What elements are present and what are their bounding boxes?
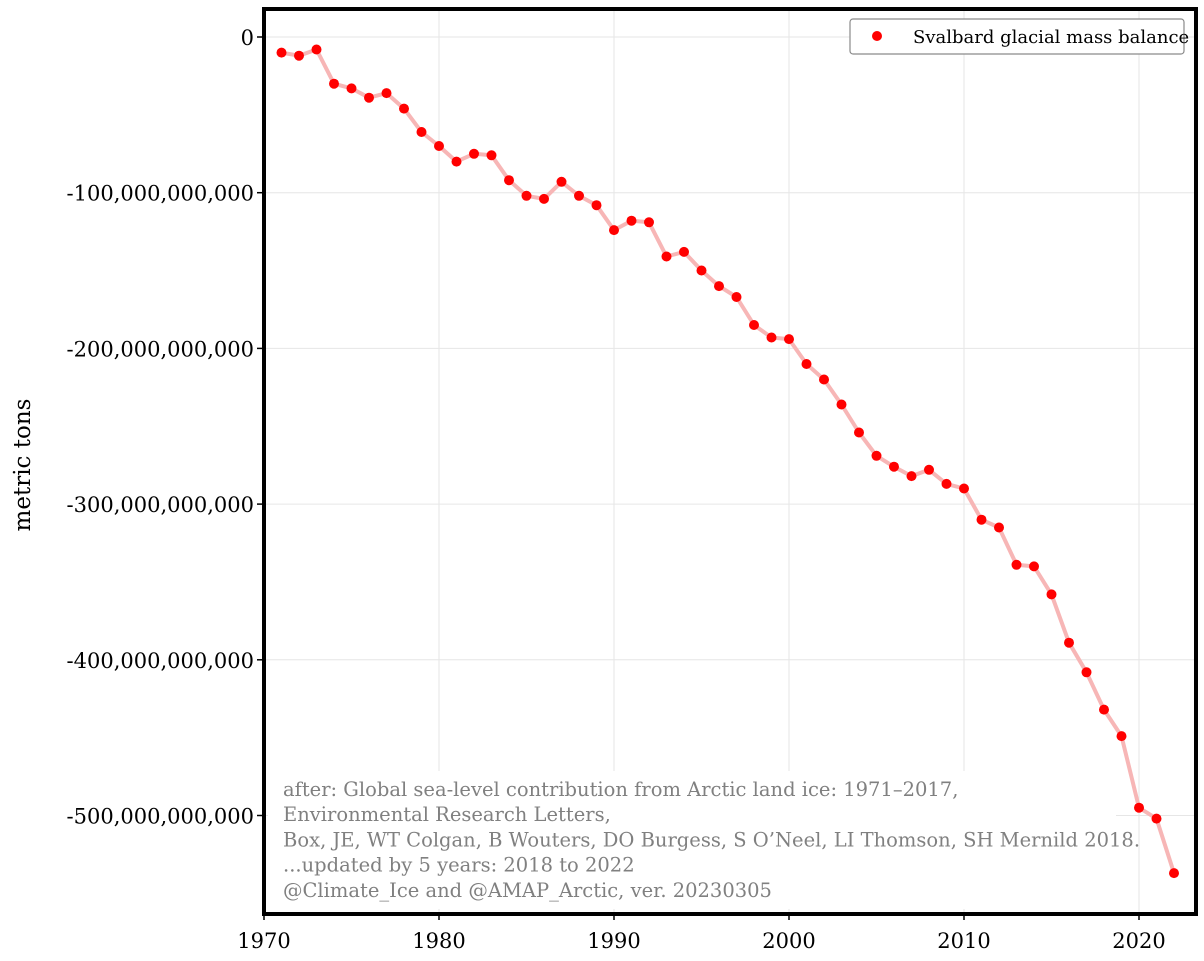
annotation-line: @Climate_Ice and @AMAP_Arctic, ver. 2023… — [283, 879, 772, 902]
data-point — [924, 464, 934, 475]
x-tick-label: 1990 — [587, 929, 640, 953]
data-point — [644, 217, 654, 228]
data-point — [994, 522, 1004, 533]
data-point — [801, 359, 812, 369]
y-tick-label: -500,000,000,000 — [67, 805, 254, 829]
x-tick-label: 1980 — [412, 929, 465, 953]
annotation-line: after: Global sea-level contribution fro… — [283, 778, 958, 801]
data-point — [416, 127, 427, 137]
data-point — [1169, 868, 1179, 879]
data-point — [591, 200, 602, 211]
data-point — [1151, 813, 1162, 824]
data-point — [976, 514, 987, 525]
data-point — [556, 176, 567, 187]
data-point — [539, 193, 549, 204]
data-point — [836, 399, 847, 410]
data-point — [329, 78, 339, 89]
data-point — [1011, 559, 1022, 570]
data-point — [696, 265, 707, 276]
data-point — [959, 483, 969, 494]
data-point — [871, 450, 882, 461]
data-point — [714, 281, 724, 292]
data-point — [1029, 561, 1039, 572]
data-point — [784, 334, 794, 345]
y-tick-label: -200,000,000,000 — [67, 337, 254, 361]
data-point — [889, 461, 899, 472]
data-point — [486, 150, 497, 161]
data-point — [906, 471, 917, 482]
data-point — [941, 478, 952, 489]
data-point — [609, 225, 619, 236]
annotation-line: Environmental Research Letters, — [283, 803, 611, 826]
x-tick-label: 2020 — [1112, 929, 1165, 953]
data-point — [1099, 704, 1109, 715]
x-tick-label: 1970 — [237, 929, 290, 953]
data-point — [434, 141, 444, 151]
data-point — [1046, 589, 1057, 600]
legend-box — [849, 18, 1185, 55]
data-point — [1064, 637, 1074, 648]
data-point — [1116, 731, 1127, 742]
data-point — [504, 175, 514, 186]
data-point — [854, 427, 864, 438]
x-tick-label: 2000 — [762, 929, 815, 953]
y-tick-label: -100,000,000,000 — [67, 182, 254, 206]
y-tick-label: -400,000,000,000 — [67, 649, 254, 673]
data-point — [819, 374, 829, 385]
data-point — [346, 83, 357, 94]
data-point — [521, 190, 532, 201]
series-line — [279, 47, 1176, 876]
data-point — [311, 44, 322, 55]
data-point — [766, 332, 777, 343]
y-tick-label: -300,000,000,000 — [67, 493, 254, 517]
data-point — [381, 88, 392, 99]
annotation-block: after: Global sea-level contribution fro… — [283, 778, 1140, 902]
legend: Svalbard glacial mass balance — [849, 18, 1189, 55]
annotation-line: ...updated by 5 years: 2018 to 2022 — [283, 854, 635, 877]
annotation-background — [268, 771, 1116, 909]
data-series — [276, 44, 1179, 879]
y-axis-title: metric tons — [10, 399, 36, 532]
data-point — [749, 320, 759, 330]
data-point — [1134, 802, 1144, 813]
data-point — [679, 246, 689, 257]
plot-frame — [262, 7, 1198, 916]
data-point — [469, 148, 479, 159]
data-point — [661, 251, 672, 262]
data-point — [574, 190, 584, 201]
data-point — [731, 292, 742, 302]
data-point — [626, 215, 637, 226]
x-tick-label: 2010 — [937, 929, 990, 953]
data-point — [399, 103, 409, 114]
legend-marker — [872, 31, 882, 41]
data-point — [294, 50, 304, 61]
data-point — [276, 47, 287, 58]
data-point — [1081, 667, 1092, 678]
legend-label: Svalbard glacial mass balance — [913, 27, 1189, 48]
annotation-line: Box, JE, WT Colgan, B Wouters, DO Burges… — [283, 828, 1140, 851]
axes: 1970 1980 1990 2000 2010 2020 0 -100,000,000,00… — [67, 26, 1166, 953]
data-point — [364, 92, 374, 103]
y-tick-label: 0 — [241, 26, 254, 50]
data-point — [451, 156, 462, 167]
